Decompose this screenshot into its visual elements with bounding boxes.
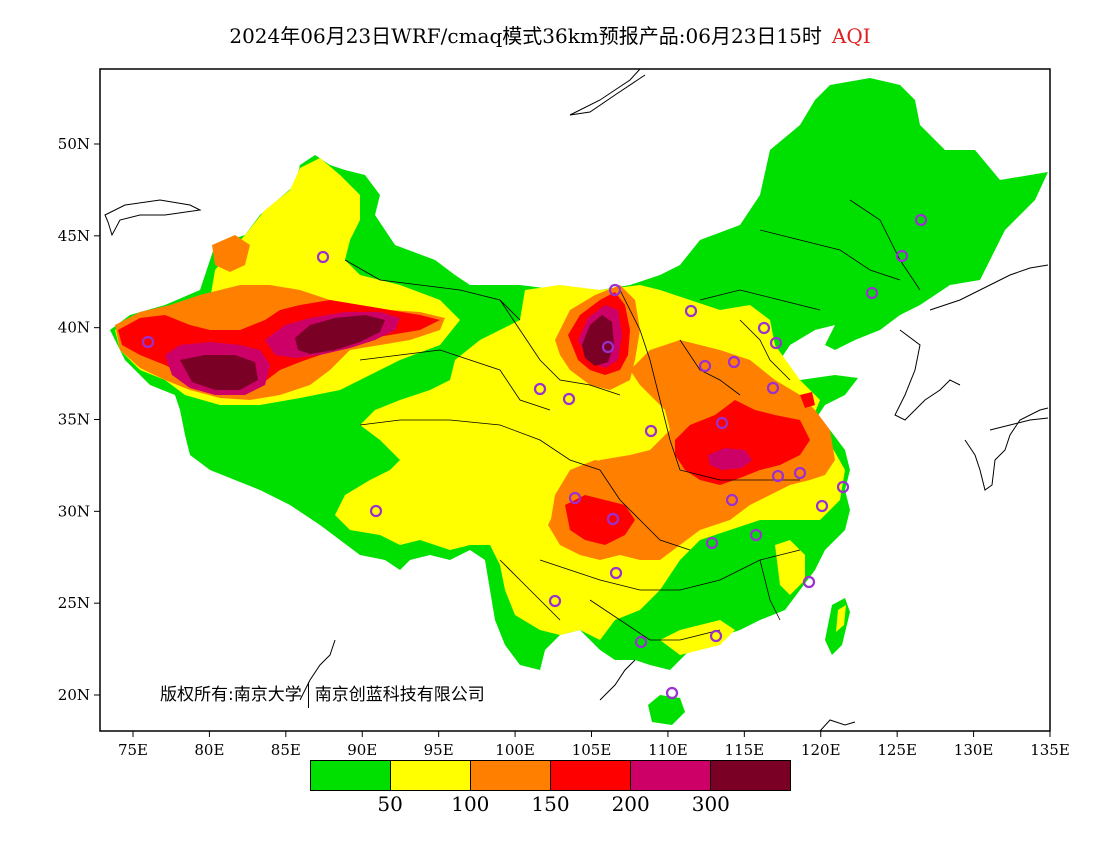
x-tick-label: 75E xyxy=(118,741,148,759)
aqi-region-maroon-xinjiang-west xyxy=(180,355,258,390)
aqi-region-yellow-southeast xyxy=(775,540,805,595)
taiwan-yellow xyxy=(836,605,846,632)
copyright-owner: 版权所有:南京大学 xyxy=(160,685,302,705)
x-tick-label: 80E xyxy=(194,741,224,759)
x-tick-label: 110E xyxy=(648,741,688,759)
y-axis: 50N 45N 40N 35N 30N 25N 20N xyxy=(58,135,100,704)
station-markers xyxy=(141,213,928,700)
colorbar-swatch xyxy=(471,761,551,790)
x-tick-label: 130E xyxy=(954,741,994,759)
copyright-notice: 版权所有:南京大学 南京创蓝科技有限公司 xyxy=(160,680,485,708)
x-tick-label: 105E xyxy=(572,741,612,759)
colorbar-label: 150 xyxy=(531,792,570,816)
map-frame xyxy=(99,68,1051,732)
colorbar-swatch xyxy=(391,761,471,790)
x-axis: 75E 80E 85E 90E 95E 100E 105E 110E 115E 120E 125E 1… xyxy=(118,731,1070,759)
aqi-region-red-north-china xyxy=(675,400,810,485)
hainan-island xyxy=(648,695,685,725)
y-tick-label: 45N xyxy=(58,227,90,245)
x-tick-label: 90E xyxy=(347,741,377,759)
aqi-region-yellow-south xyxy=(660,620,735,655)
y-tick-label: 35N xyxy=(58,411,90,429)
title-variable: AQI xyxy=(831,24,871,48)
x-tick-label: 115E xyxy=(725,741,765,759)
colorbar-label: 100 xyxy=(451,792,490,816)
aqi-region-maroon-xinjiang-east xyxy=(295,315,385,354)
x-tick-label: 135E xyxy=(1030,741,1070,759)
colorbar-swatch xyxy=(631,761,711,790)
aqi-colorbar xyxy=(310,760,791,791)
x-tick-label: 85E xyxy=(271,741,301,759)
map-plot-area xyxy=(104,69,1049,731)
x-tick-label: 120E xyxy=(801,741,841,759)
x-tick-label: 100E xyxy=(495,741,535,759)
aqi-region-magenta-north-china xyxy=(708,448,752,470)
colorbar-label: 300 xyxy=(691,792,730,816)
colorbar-label: 50 xyxy=(377,792,403,816)
aqi-region-red-small xyxy=(800,392,815,408)
x-tick-label: 125E xyxy=(877,741,917,759)
y-tick-label: 30N xyxy=(58,502,90,520)
copyright-separator xyxy=(307,682,309,708)
title-main: 2024年06月23日WRF/cmaq模式36km预报产品:06月23日15时 xyxy=(229,24,822,48)
copyright-partner: 南京创蓝科技有限公司 xyxy=(314,685,485,705)
map-title: 2024年06月23日WRF/cmaq模式36km预报产品:06月23日15时 A… xyxy=(0,20,1100,49)
aqi-region-maroon-ordos xyxy=(582,315,614,366)
colorbar-label: 200 xyxy=(611,792,650,816)
y-tick-label: 40N xyxy=(58,319,90,337)
aqi-region-orange-west xyxy=(212,235,250,272)
colorbar-swatch xyxy=(551,761,631,790)
colorbar-swatch xyxy=(311,761,391,790)
province-boundaries xyxy=(344,199,921,641)
y-tick-label: 25N xyxy=(58,594,90,612)
x-tick-label: 95E xyxy=(424,741,454,759)
y-tick-label: 20N xyxy=(58,686,90,704)
colorbar-swatch xyxy=(711,761,790,790)
aqi-region-red-chongqing xyxy=(565,495,635,545)
y-tick-label: 50N xyxy=(58,135,90,153)
coastline-neighbors xyxy=(104,69,1049,731)
